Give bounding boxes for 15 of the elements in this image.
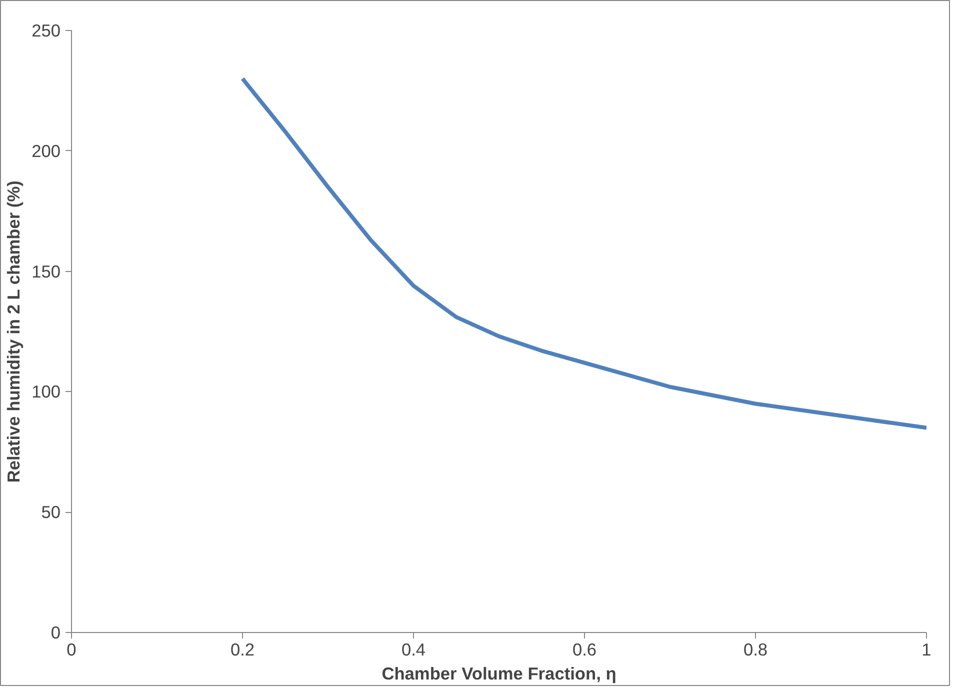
line-series <box>240 76 926 430</box>
x-tick-label: 0.8 <box>743 640 768 660</box>
y-tick-label: 250 <box>32 20 61 40</box>
x-tick-label: 0 <box>66 640 76 660</box>
y-tick-label: 0 <box>50 622 61 642</box>
x-axis-title: Chamber Volume Fraction, η <box>382 664 616 684</box>
x-tick-label: 0.4 <box>401 640 426 660</box>
y-tick-label: 50 <box>41 502 61 522</box>
x-tick-label: 0.6 <box>572 640 597 660</box>
x-tick-label: 0.2 <box>230 640 255 660</box>
y-axis-title: Relative humidity in 2 L chamber (%) <box>4 180 24 483</box>
y-tick-label: 150 <box>32 261 61 282</box>
y-tick-label: 200 <box>32 140 61 161</box>
y-tick-label: 100 <box>32 382 61 402</box>
x-tick-label: 1 <box>922 640 932 660</box>
